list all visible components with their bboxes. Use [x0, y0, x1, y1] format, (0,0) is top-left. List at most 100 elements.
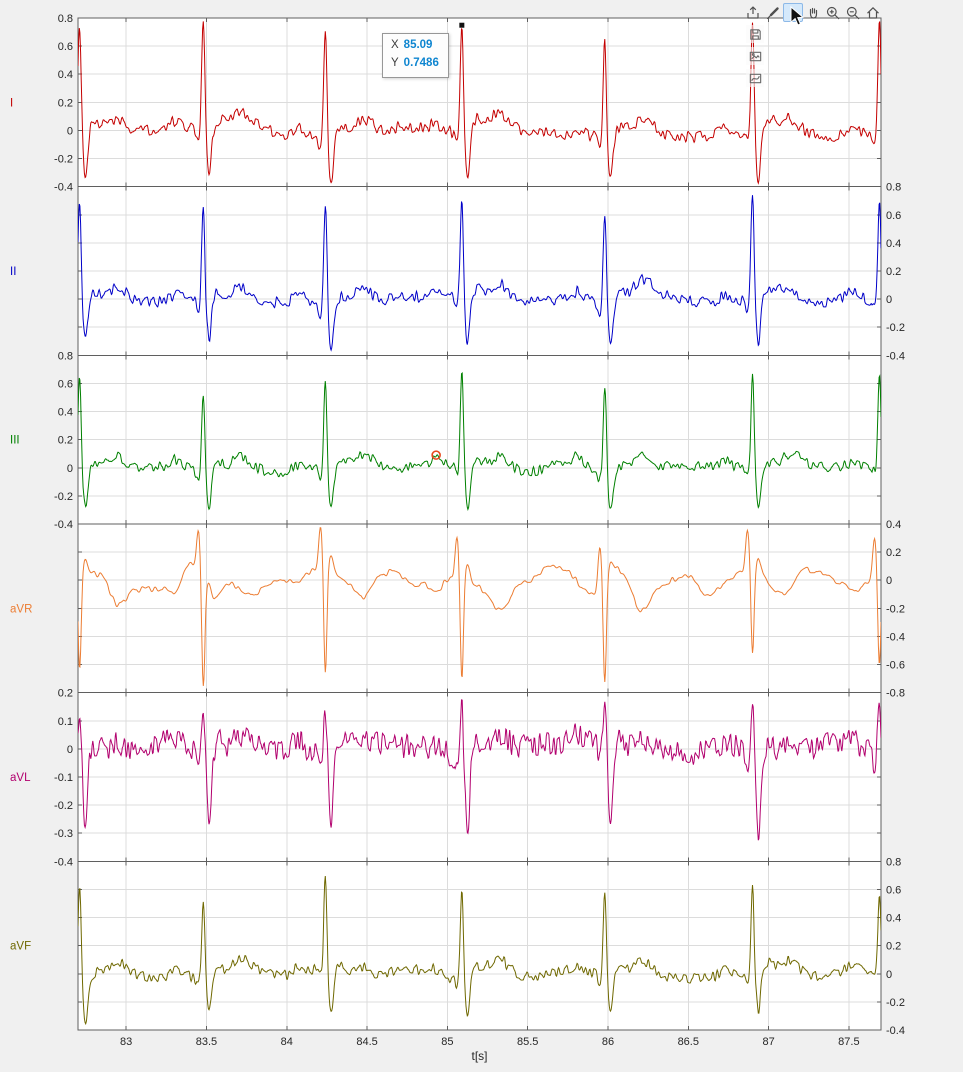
zoom-in-button[interactable]	[823, 3, 843, 22]
svg-text:86: 86	[602, 1036, 614, 1048]
trace-aVR	[78, 527, 881, 686]
svg-text:-0.4: -0.4	[54, 519, 73, 531]
axes-lead-aVR[interactable]: 0.4 0.2 0 -0.2 -0.4 -0.6 -0.8 aVR	[10, 519, 905, 700]
trace-aVL	[78, 699, 881, 841]
zoom-in-icon	[826, 6, 840, 19]
datatip-y-label: Y	[391, 56, 399, 69]
brush-icon	[766, 6, 779, 19]
pan-hand-icon	[809, 7, 818, 19]
svg-text:0.2: 0.2	[58, 688, 73, 700]
svg-text:-0.4: -0.4	[886, 350, 905, 362]
svg-text:0.2: 0.2	[886, 941, 901, 953]
save-icon	[749, 28, 761, 40]
svg-text:0.4: 0.4	[886, 913, 901, 925]
svg-text:0.8: 0.8	[58, 350, 73, 362]
svg-text:-0.4: -0.4	[886, 1025, 905, 1037]
zoom-out-button[interactable]	[843, 3, 863, 22]
copy-as-image-button[interactable]	[746, 47, 764, 65]
svg-text:0.2: 0.2	[886, 266, 901, 278]
copy-image-icon	[749, 51, 761, 61]
lead-label-II: II	[10, 266, 16, 278]
export-button[interactable]	[743, 3, 763, 22]
trace-II	[78, 195, 881, 352]
svg-text:-0.2: -0.2	[54, 154, 73, 166]
svg-text:0.8: 0.8	[886, 182, 901, 194]
svg-text:0.4: 0.4	[886, 519, 901, 531]
axes-lead-aVF[interactable]: 0.8 0.6 0.4 0.2 0 -0.2 -0.4 aVF	[10, 856, 905, 1037]
pan-button[interactable]	[803, 3, 823, 22]
axes-toolbar	[743, 3, 883, 22]
save-figure-button[interactable]	[746, 25, 764, 43]
svg-text:87: 87	[762, 1036, 774, 1048]
svg-text:85: 85	[441, 1036, 453, 1048]
svg-text:-0.2: -0.2	[886, 322, 905, 334]
y-tick-labels: 0.2 0.1 0 -0.1 -0.2 -0.3 -0.4	[54, 688, 73, 869]
axes-lead-I[interactable]: 0.8 0.6 0.4 0.2 0 -0.2 -0.4 I	[10, 13, 882, 194]
svg-text:0.6: 0.6	[58, 41, 73, 53]
svg-text:-0.3: -0.3	[54, 828, 73, 840]
svg-text:0.2: 0.2	[58, 97, 73, 109]
datatip-x-value: 85.09	[403, 39, 433, 51]
svg-text:-0.8: -0.8	[886, 688, 905, 700]
svg-text:-0.4: -0.4	[54, 856, 73, 868]
svg-text:-0.4: -0.4	[886, 631, 905, 643]
svg-text:83.5: 83.5	[196, 1036, 217, 1048]
home-button[interactable]	[863, 3, 883, 22]
y-tick-labels: 0.8 0.6 0.4 0.2 0 -0.2 -0.4	[886, 856, 905, 1037]
y-tick-labels: 0.4 0.2 0 -0.2 -0.4 -0.6 -0.8	[886, 519, 905, 700]
x-axis-label: t[s]	[471, 1049, 488, 1063]
home-icon	[867, 6, 879, 19]
svg-text:87.5: 87.5	[838, 1036, 859, 1048]
axes-lead-aVL[interactable]: 0.2 0.1 0 -0.1 -0.2 -0.3 -0.4 aVL	[10, 688, 882, 869]
hover-marker	[431, 450, 441, 460]
zoom-out-icon	[846, 6, 860, 19]
svg-text:-0.1: -0.1	[54, 772, 73, 784]
datatip-x-label: X	[391, 39, 399, 51]
svg-text:0.2: 0.2	[58, 435, 73, 447]
svg-text:0: 0	[67, 125, 73, 137]
svg-text:-0.6: -0.6	[886, 660, 905, 672]
lead-label-aVF: aVF	[10, 941, 31, 953]
svg-text:0.4: 0.4	[58, 69, 73, 81]
svg-text:0.2: 0.2	[886, 547, 901, 559]
svg-text:0.8: 0.8	[58, 13, 73, 25]
grid	[78, 186, 881, 356]
copy-vector-icon	[749, 73, 761, 83]
svg-text:83: 83	[120, 1036, 132, 1048]
svg-text:0: 0	[886, 294, 892, 306]
svg-text:0: 0	[886, 969, 892, 981]
svg-text:85.5: 85.5	[517, 1036, 538, 1048]
svg-text:84: 84	[281, 1036, 293, 1048]
copy-as-vector-button[interactable]	[746, 69, 764, 87]
trace-III	[78, 372, 881, 512]
svg-text:0.6: 0.6	[886, 884, 901, 896]
datatip-y-row: Y 0.7486	[391, 55, 439, 73]
svg-text:0.6: 0.6	[886, 210, 901, 222]
lead-label-aVL: aVL	[10, 772, 31, 784]
svg-text:-0.2: -0.2	[54, 491, 73, 503]
svg-text:-0.2: -0.2	[886, 997, 905, 1009]
axes-lead-III[interactable]: 0.8 0.6 0.4 0.2 0 -0.2 -0.4 III	[10, 350, 882, 531]
axes-border	[77, 860, 882, 1031]
svg-text:86.5: 86.5	[678, 1036, 699, 1048]
trace-I	[78, 21, 881, 185]
lead-label-III: III	[10, 435, 20, 447]
datatip-x-row: X 85.09	[391, 37, 439, 55]
y-tick-labels: 0.8 0.6 0.4 0.2 0 -0.2 -0.4	[54, 350, 73, 531]
axes-lead-II[interactable]: 0.8 0.6 0.4 0.2 0 -0.2 -0.4 II	[10, 182, 905, 363]
datatip-y-value: 0.7486	[403, 56, 439, 69]
export-icon	[747, 5, 759, 19]
svg-text:0.4: 0.4	[886, 238, 901, 250]
brush-button[interactable]	[763, 3, 783, 22]
lead-label-I: I	[10, 97, 13, 109]
svg-text:0.1: 0.1	[58, 716, 73, 728]
datatip[interactable]: X 85.09 Y 0.7486	[382, 33, 449, 78]
mouse-cursor	[790, 6, 805, 26]
datatip-anchor-marker	[459, 22, 465, 28]
svg-text:-0.2: -0.2	[54, 800, 73, 812]
svg-text:0: 0	[886, 575, 892, 587]
y-tick-labels: 0.8 0.6 0.4 0.2 0 -0.2 -0.4	[886, 182, 905, 363]
svg-text:0.6: 0.6	[58, 378, 73, 390]
